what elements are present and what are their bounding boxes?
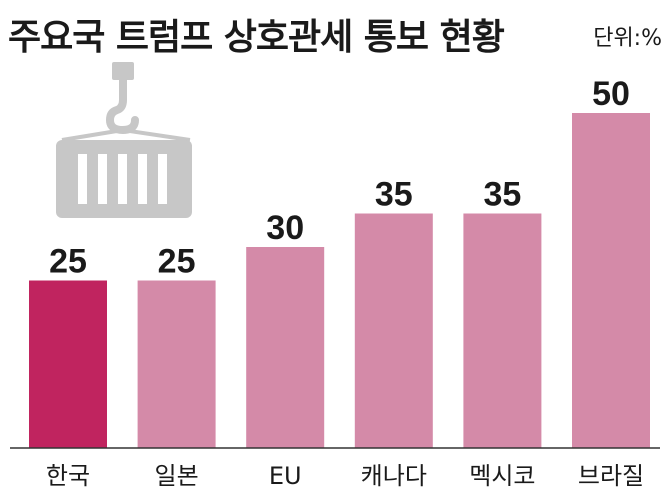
bar-5 bbox=[572, 113, 650, 448]
value-label-5: 50 bbox=[592, 75, 630, 113]
category-label-5: 브라질 bbox=[578, 462, 644, 490]
unit-label: 단위:% bbox=[593, 26, 662, 51]
value-label-1: 25 bbox=[158, 243, 196, 281]
value-label-3: 35 bbox=[375, 176, 413, 214]
value-label-0: 25 bbox=[49, 243, 87, 281]
category-label-1: 일본 bbox=[155, 462, 199, 490]
bar-0 bbox=[29, 280, 107, 448]
bar-4 bbox=[463, 213, 542, 448]
chart-title: 주요국 트럼프 상호관세 통보 현황 bbox=[8, 17, 505, 58]
bar-3 bbox=[354, 213, 433, 448]
category-label-0: 한국 bbox=[46, 462, 90, 490]
bar-1 bbox=[137, 280, 216, 448]
category-label-3: 캐나다 bbox=[361, 462, 427, 490]
category-label-2: EU bbox=[269, 462, 302, 490]
bar-2 bbox=[246, 247, 325, 448]
value-label-2: 30 bbox=[266, 209, 304, 247]
value-label-4: 35 bbox=[483, 176, 521, 214]
category-label-4: 멕시코 bbox=[469, 462, 535, 490]
shipping-container-icon bbox=[56, 62, 192, 218]
